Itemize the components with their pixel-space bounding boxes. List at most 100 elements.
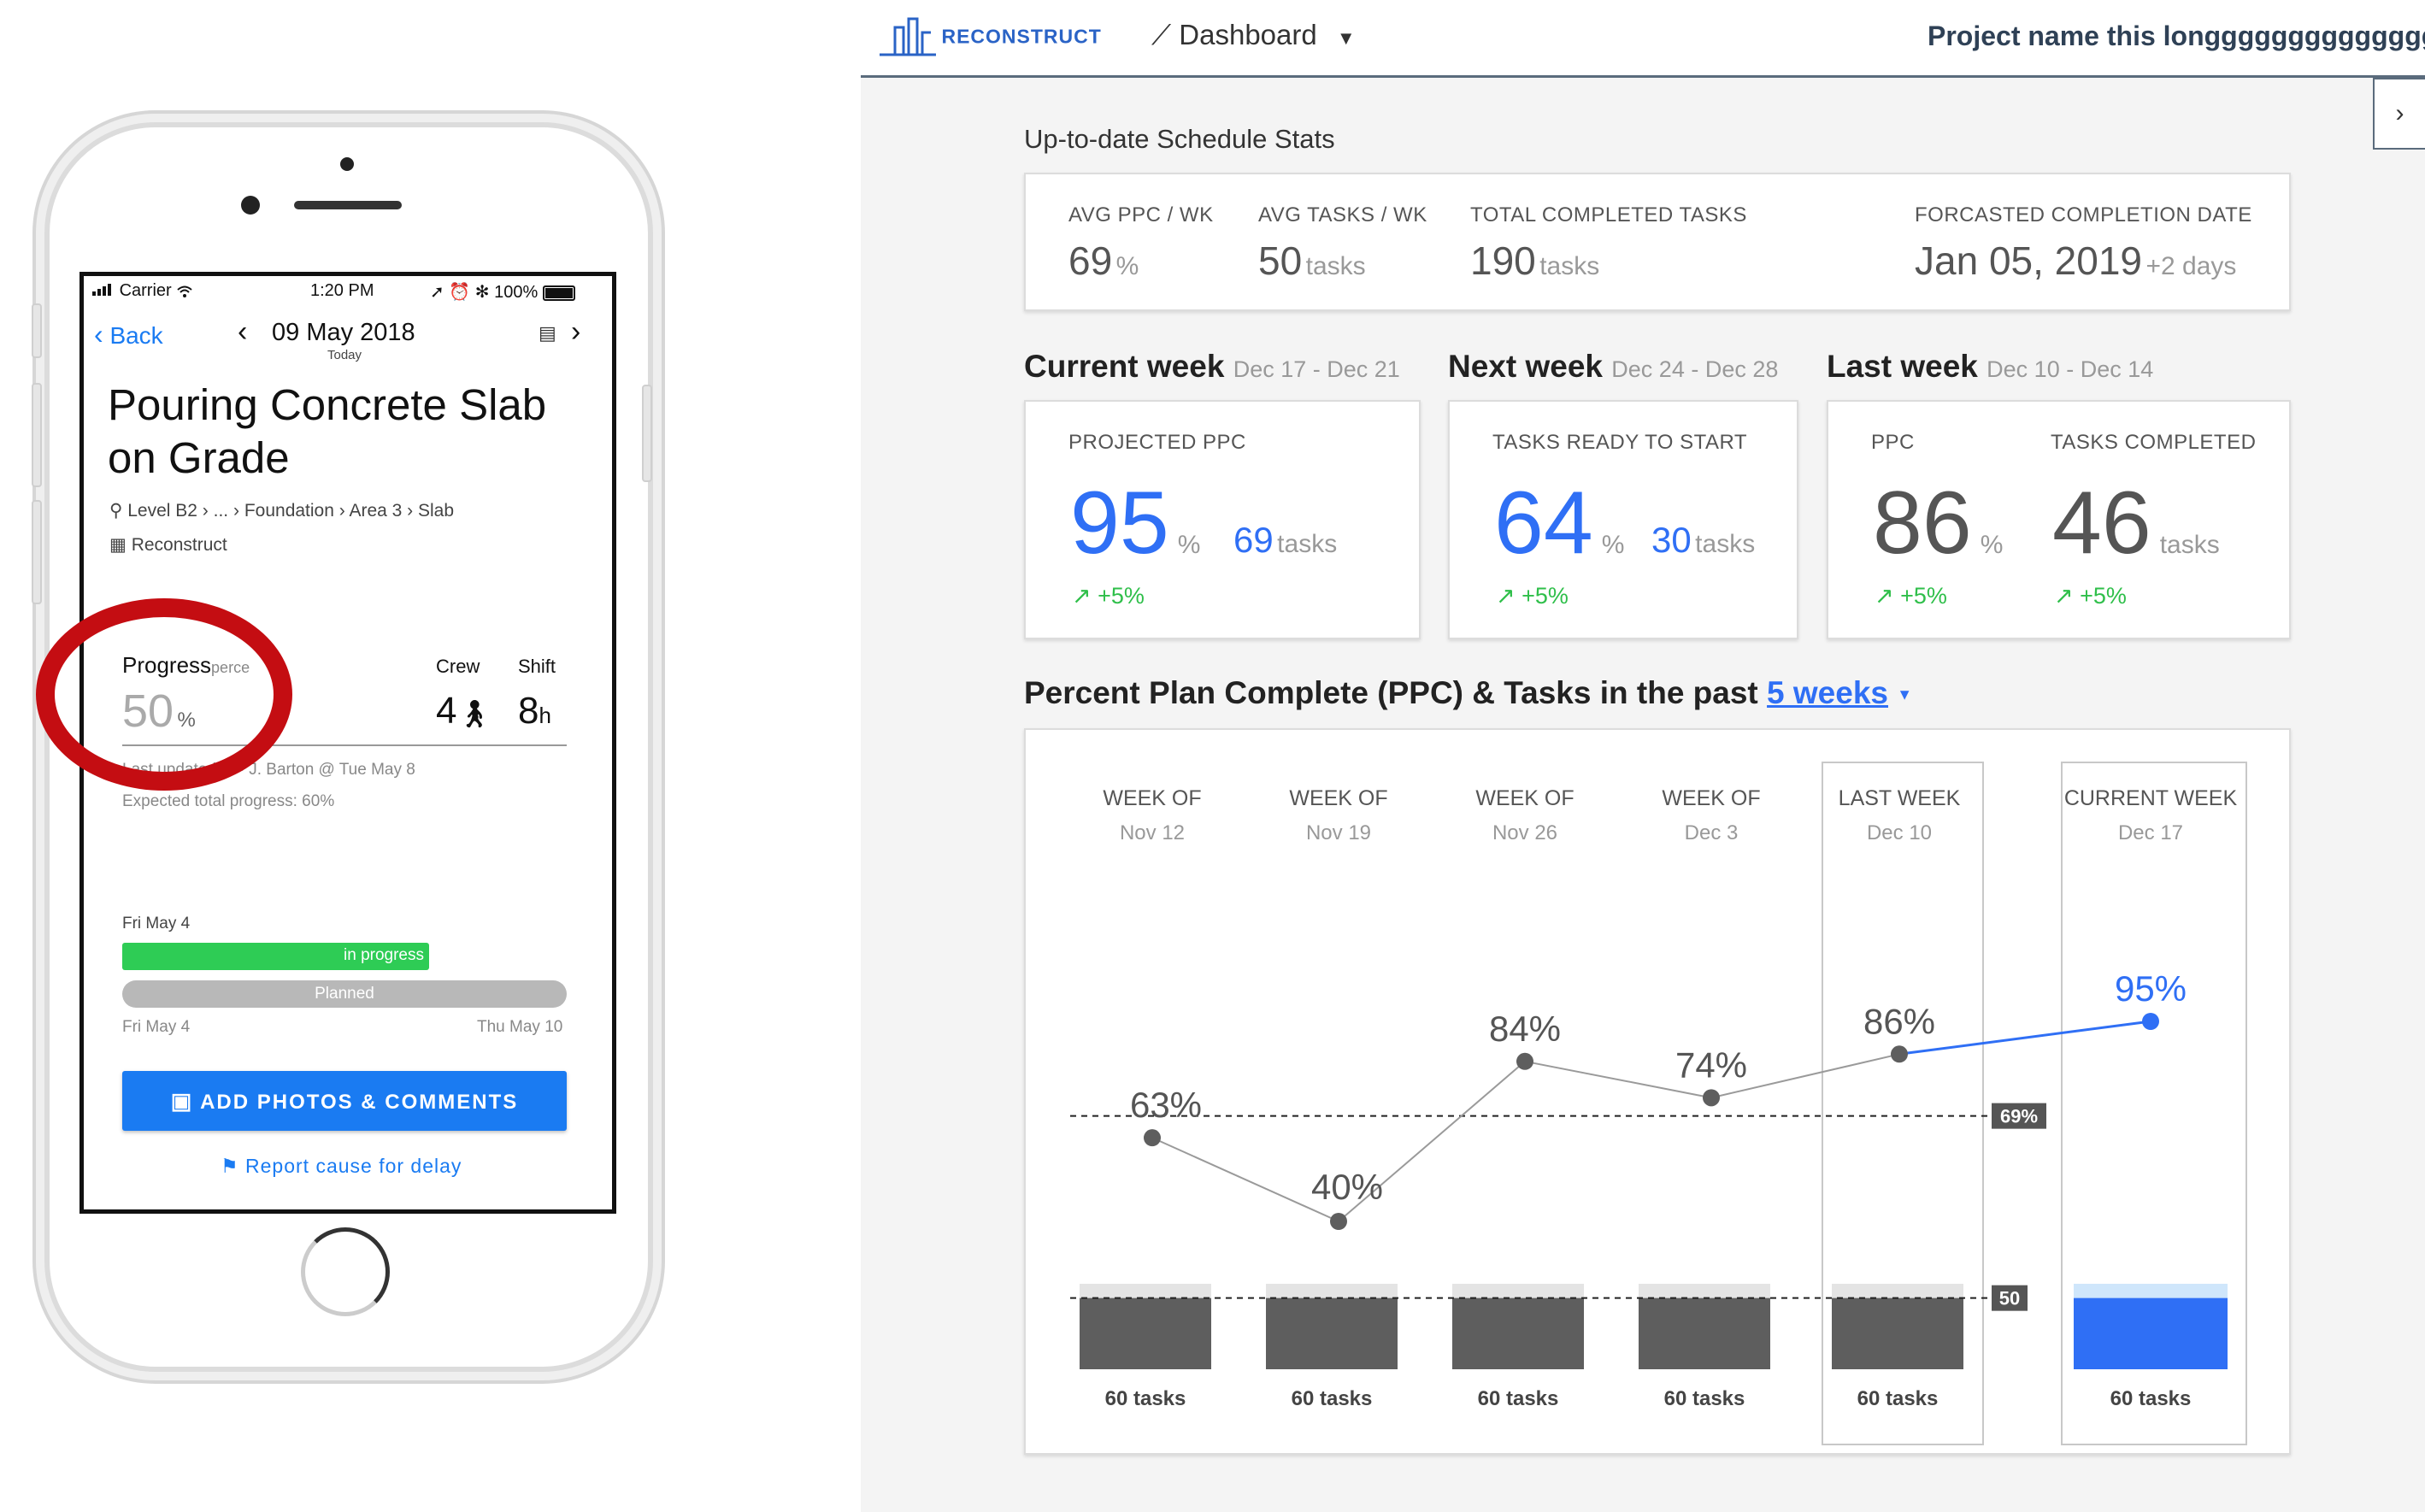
expected-prefix: Exp bbox=[122, 792, 150, 810]
period-dropdown[interactable]: 5 weeks bbox=[1767, 675, 1888, 710]
ready-ppc: 64% bbox=[1494, 479, 1624, 568]
timeline-start-top: Fri May 4 bbox=[122, 915, 191, 932]
dashboard-menu-label: Dashboard bbox=[1179, 19, 1317, 50]
crumb-slab: Slab bbox=[417, 501, 455, 521]
task-bar-label: 60 tasks bbox=[1857, 1387, 1939, 1410]
last-week-highlight bbox=[1822, 762, 1984, 1445]
status-right: ➚ ⏰ ✻ 100% bbox=[430, 281, 575, 303]
camera-icon: ▣ bbox=[170, 1088, 194, 1114]
arrow-up-right-icon: ↗ bbox=[1496, 583, 1516, 609]
next-week-heading: Next week Dec 24 - Dec 28 bbox=[1448, 349, 1778, 385]
logo[interactable]: RECONSTRUCT bbox=[878, 15, 1102, 58]
stat-total: 190 tasks bbox=[1470, 238, 1599, 284]
stat-avg-tasks-value: 50 bbox=[1258, 238, 1303, 283]
arrow-up-right-icon: ↗ bbox=[2054, 583, 2074, 609]
shift-number: 8 bbox=[518, 690, 539, 732]
projected-ppc-unit: % bbox=[1177, 531, 1201, 559]
task-completed-bar bbox=[2074, 1297, 2228, 1369]
signal-icon bbox=[92, 281, 115, 301]
ppc-point bbox=[1144, 1129, 1161, 1147]
calendar-list-icon[interactable]: ▤ bbox=[539, 322, 556, 344]
add-photos-label: ADD PHOTOS & COMMENTS bbox=[200, 1091, 519, 1114]
last-completed-label: TASKS COMPLETED bbox=[2051, 431, 2257, 454]
schedule-stats-title: Up-to-date Schedule Stats bbox=[1024, 124, 1335, 154]
last-ppc-label: PPC bbox=[1871, 431, 1915, 454]
task-title: Pouring Concrete Slab on Grade bbox=[108, 379, 546, 485]
chart-heading-text: Percent Plan Complete (PPC) & Tasks in t… bbox=[1024, 675, 1758, 710]
dashboard-menu[interactable]: ⟋ Dashboard ▼ bbox=[1151, 19, 1356, 52]
week-title: WEEK OF bbox=[1289, 786, 1387, 810]
task-completed-bar bbox=[1639, 1297, 1770, 1369]
shift-unit: h bbox=[539, 703, 551, 728]
next-day-button[interactable]: › bbox=[571, 315, 581, 348]
logo-text: RECONSTRUCT bbox=[941, 25, 1102, 48]
stat-total-unit: tasks bbox=[1539, 252, 1600, 280]
ppc-label: 63% bbox=[1130, 1085, 1202, 1125]
task-completed-bar bbox=[1080, 1297, 1211, 1369]
projected-ppc-value: 95 bbox=[1070, 474, 1169, 573]
ppc-line-segment bbox=[1524, 1060, 1712, 1099]
annotation-circle bbox=[36, 598, 292, 791]
next-week-title: Next week bbox=[1448, 349, 1603, 384]
current-week-change: ↗ +5% bbox=[1072, 583, 1145, 609]
ppc-line-segment bbox=[1338, 1061, 1526, 1222]
last-week-heading: Last week Dec 10 - Dec 14 bbox=[1827, 349, 2153, 385]
battery-icon bbox=[542, 285, 575, 301]
week-date: Nov 19 bbox=[1306, 821, 1371, 844]
power-button bbox=[642, 385, 652, 482]
crumb-foundation: Foundation bbox=[244, 501, 334, 521]
add-photos-button[interactable]: ▣ ADD PHOTOS & COMMENTS bbox=[122, 1071, 567, 1131]
current-week-heading: Current week Dec 17 - Dec 21 bbox=[1024, 349, 1400, 385]
expected-progress: Expected total progress: 60% bbox=[122, 792, 335, 810]
next-week-card[interactable]: TASKS READY TO START 64% 30 tasks ↗ +5% bbox=[1448, 400, 1798, 639]
projected-tasks: 69 tasks bbox=[1233, 520, 1337, 561]
crumb-area: Area 3 bbox=[349, 501, 403, 521]
front-camera bbox=[340, 157, 354, 171]
planned-bar-label: Planned bbox=[315, 985, 374, 1003]
report-delay-link[interactable]: ⚑ Report cause for delay bbox=[221, 1155, 462, 1178]
last-ppc-change: ↗ +5% bbox=[1875, 583, 1947, 609]
status-carrier: Carrier bbox=[92, 281, 193, 301]
stat-total-value: 190 bbox=[1470, 238, 1536, 283]
back-button[interactable]: ‹ Back bbox=[94, 319, 163, 350]
bluetooth-icon: ✻ bbox=[474, 283, 490, 302]
task-title-line1: Pouring Concrete Slab bbox=[108, 380, 547, 429]
task-completed-bar bbox=[1452, 1297, 1584, 1369]
arrow-up-right-icon: ↗ bbox=[1875, 583, 1894, 609]
prev-day-button[interactable]: ‹ bbox=[238, 315, 248, 348]
ppc-point bbox=[1891, 1045, 1908, 1063]
caret-down-icon[interactable]: ▼ bbox=[1897, 685, 1913, 703]
current-week-change-value: +5% bbox=[1098, 583, 1145, 609]
ready-tasks-label: TASKS READY TO START bbox=[1492, 431, 1748, 454]
current-week-title: Current week bbox=[1024, 349, 1225, 384]
last-week-card[interactable]: PPC 86% ↗ +5% TASKS COMPLETED 46 tasks ↗ … bbox=[1827, 400, 2291, 639]
arrow-up-right-icon: ↗ bbox=[1072, 583, 1092, 609]
nav-date[interactable]: 09 May 2018 bbox=[272, 319, 415, 346]
stat-avg-tasks-unit: tasks bbox=[1305, 252, 1366, 280]
top-bar: RECONSTRUCT ⟋ Dashboard ▼ Project name t… bbox=[861, 0, 2425, 78]
shift-value[interactable]: 8h bbox=[518, 690, 551, 732]
chevron-left-icon: ‹ bbox=[94, 319, 103, 350]
ppc-point bbox=[1703, 1089, 1720, 1107]
project-name[interactable]: Project name this longgggggggggggggg bbox=[1928, 21, 2425, 51]
ppc-line-segment bbox=[1151, 1137, 1339, 1222]
week-date: Nov 12 bbox=[1120, 821, 1185, 844]
task-bar-label: 60 tasks bbox=[1105, 1387, 1186, 1410]
timeline-end-bottom: Thu May 10 bbox=[477, 1018, 563, 1036]
current-week-card[interactable]: PROJECTED PPC 95% 69 tasks ↗ +5% bbox=[1024, 400, 1421, 639]
planned-bar: Planned bbox=[122, 980, 567, 1008]
last-updated-by: J. Barton @ Tue May 8 bbox=[249, 761, 415, 779]
schedule-stats-card: AVG PPC / WK 69 % AVG TASKS / WK 50 task… bbox=[1024, 173, 2291, 311]
projected-tasks-value: 69 bbox=[1233, 520, 1274, 560]
last-ppc: 86% bbox=[1873, 479, 2003, 568]
week-title: WEEK OF bbox=[1662, 786, 1760, 810]
home-button[interactable] bbox=[301, 1227, 390, 1316]
expand-panel-button[interactable]: › bbox=[2373, 78, 2425, 150]
last-ppc-value: 86 bbox=[1873, 474, 1972, 573]
crumb-ellipsis: ... bbox=[213, 501, 229, 521]
week-title: WEEK OF bbox=[1103, 786, 1201, 810]
last-ppc-unit: % bbox=[1980, 531, 2004, 559]
building-icon: ▦ bbox=[109, 535, 127, 555]
crew-value[interactable]: 4🚶︎ bbox=[436, 690, 491, 732]
ppc-point bbox=[2142, 1013, 2159, 1030]
